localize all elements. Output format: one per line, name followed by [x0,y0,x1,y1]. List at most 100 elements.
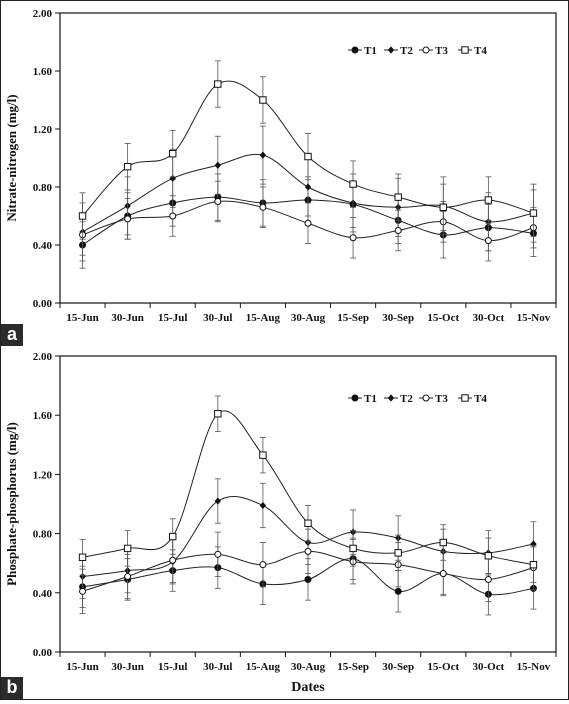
x-tick-label: 30-Jul [203,312,232,324]
data-point [304,152,312,161]
data-point [124,215,132,223]
x-tick-label: 15-Jul [158,661,187,673]
x-tick-label: 30-Aug [291,312,326,324]
legend-item-T2: T2 [384,393,413,405]
x-tick-label: 30-Jul [203,661,232,673]
data-point [394,587,402,595]
x-tick-label: 30-Jun [111,661,143,673]
chart-panel-b: 0.00 0.40 0.80 1.20 1.60 2.00 15-Jun 30-Jun 15-J… [4,351,557,695]
data-point [529,560,538,569]
x-tick-label: 15-Aug [246,312,281,324]
legend-marker [387,394,395,402]
data-point [394,193,402,201]
data-point [439,203,447,212]
data-point [484,552,493,560]
data-point [169,212,177,220]
x-tick-label: 15-Jun [66,312,98,324]
x-tick-label: 15-Sep [337,661,369,673]
data-point [394,227,402,234]
x-tick-label: 15-Nov [517,661,551,673]
series-T3 [79,528,537,614]
data-point [530,540,537,548]
y-tick-label: 2.00 [33,8,53,20]
legend-item-T4: T4 [458,393,487,405]
data-point [484,575,492,583]
data-point [123,544,132,553]
legend-label: T4 [474,393,487,405]
data-point [169,149,177,158]
x-tick-label: 30-Sep [382,661,414,673]
x-tick-label: 15-Aug [246,661,281,673]
legend-marker [461,46,469,54]
legend-item-T1: T1 [348,393,377,405]
data-point [439,538,447,547]
series-line-T4 [82,410,534,566]
data-point [484,237,492,245]
data-point [259,451,267,459]
data-point [169,556,177,564]
data-point [304,183,312,191]
legend-label: T4 [474,45,487,57]
legend-marker [422,46,430,54]
legend-marker [422,394,430,402]
x-axis-label: Dates [291,680,325,695]
series-T4 [78,60,538,240]
y-tick-label: 1.20 [33,124,53,136]
data-point [259,96,267,104]
y-tick-label: 0.00 [33,298,53,310]
legend-marker [351,46,359,54]
x-tick-label: 30-Jun [111,312,143,324]
data-point [259,203,267,211]
panel-label-b: b [1,677,23,699]
data-point [394,549,402,557]
x-tick-label: 15-Jul [158,312,187,324]
data-point [304,575,312,583]
series-line-T4 [82,80,534,217]
x-tick-label: 30-Aug [291,661,326,673]
data-point [349,544,357,553]
data-point [78,212,87,220]
data-point [349,180,357,188]
legend-item-T2: T2 [384,45,413,57]
data-point [529,209,538,217]
y-axis-label: Phosphate-phosphorus (mg/l) [4,422,19,586]
data-point [123,163,132,171]
x-tick-label: 30-Oct [472,661,504,673]
legend-label: T2 [400,393,413,405]
plot-frame [59,12,557,304]
y-tick-label: 0.80 [33,182,53,194]
series-T3 [79,180,537,262]
series-T4 [78,395,538,583]
data-point [124,573,132,581]
x-tick-label: 15-Sep [337,312,369,324]
legend-label: T3 [435,45,448,57]
x-tick-label: 15-Oct [427,661,459,673]
data-point [169,532,177,541]
data-point [214,161,222,169]
data-point [259,151,267,159]
data-point [79,587,87,595]
y-tick-label: 0.80 [33,529,53,541]
data-point [214,497,222,505]
legend-label: T3 [435,393,448,405]
x-tick-label: 30-Sep [382,312,414,324]
x-tick-label: 15-Oct [427,312,459,324]
data-point [214,410,222,418]
y-tick-label: 1.20 [33,469,53,481]
panel-label-a: a [1,324,23,346]
data-point [214,198,222,205]
data-point [439,570,447,578]
y-tick-label: 1.60 [33,66,53,78]
data-point [259,561,267,569]
y-tick-label: 0.40 [33,588,53,600]
legend-item-T3: T3 [419,45,448,57]
legend-item-T1: T1 [348,45,377,57]
x-tick-label: 15-Jun [66,661,98,673]
legend-label: T1 [364,393,377,405]
y-tick-label: 2.00 [33,351,53,363]
legend-label: T2 [400,45,413,57]
data-point [78,553,87,561]
data-point [214,550,222,558]
plot-frame [59,355,557,653]
